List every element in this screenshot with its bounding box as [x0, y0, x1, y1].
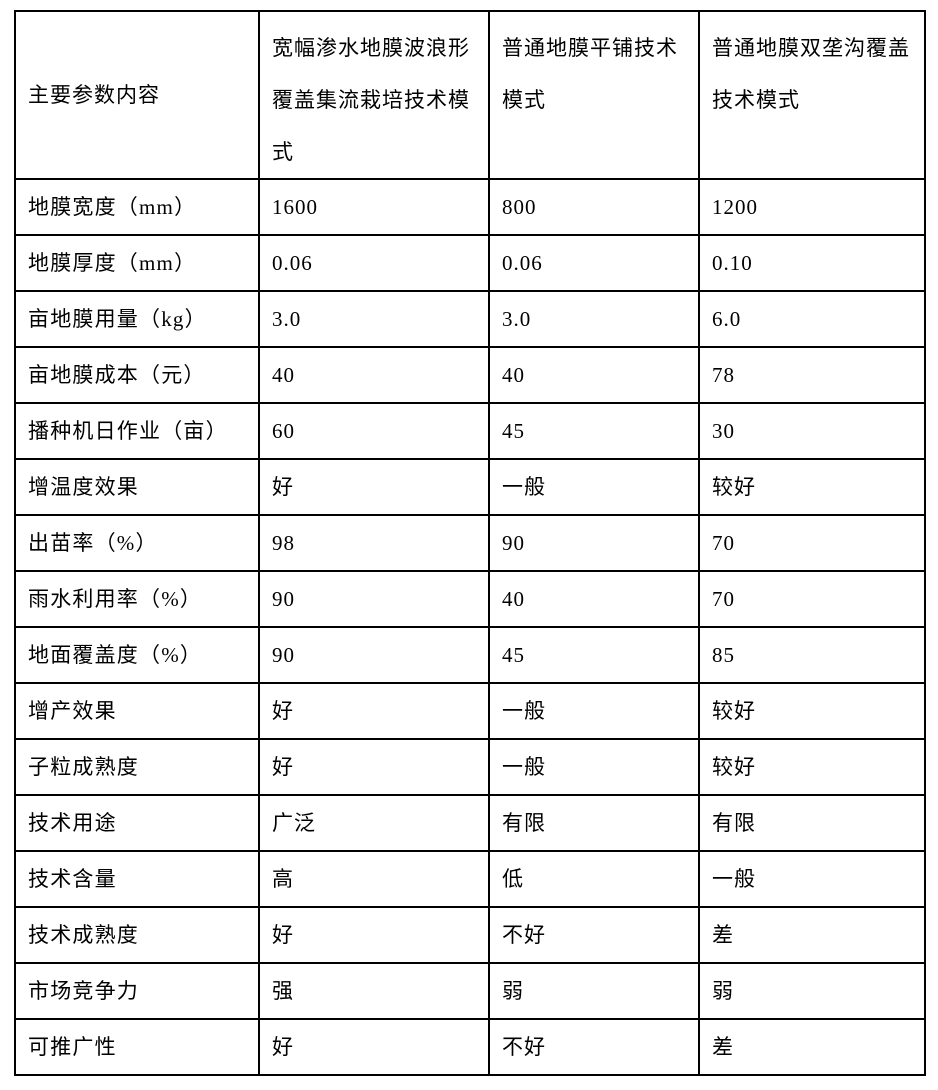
- param-cell: 可推广性: [15, 1019, 259, 1075]
- param-cell: 播种机日作业（亩）: [15, 403, 259, 459]
- value-cell: 40: [259, 347, 489, 403]
- value-cell: 40: [489, 571, 699, 627]
- param-cell: 出苗率（%）: [15, 515, 259, 571]
- value-cell: 不好: [489, 1019, 699, 1075]
- param-cell: 地膜宽度（mm）: [15, 179, 259, 235]
- table-row: 可推广性好不好差: [15, 1019, 925, 1075]
- value-cell: 一般: [489, 459, 699, 515]
- value-cell: 较好: [699, 739, 925, 795]
- param-cell: 子粒成熟度: [15, 739, 259, 795]
- param-cell: 增温度效果: [15, 459, 259, 515]
- value-cell: 一般: [489, 683, 699, 739]
- table-row: 市场竞争力强弱弱: [15, 963, 925, 1019]
- table-row: 子粒成熟度好一般较好: [15, 739, 925, 795]
- value-cell: 45: [489, 403, 699, 459]
- value-cell: 高: [259, 851, 489, 907]
- value-cell: 一般: [489, 739, 699, 795]
- value-cell: 较好: [699, 683, 925, 739]
- value-cell: 0.06: [489, 235, 699, 291]
- value-cell: 弱: [699, 963, 925, 1019]
- col-header-mode-2: 普通地膜平铺技术模式: [489, 11, 699, 179]
- value-cell: 有限: [489, 795, 699, 851]
- param-cell: 技术成熟度: [15, 907, 259, 963]
- value-cell: 45: [489, 627, 699, 683]
- table-row: 技术含量高低一般: [15, 851, 925, 907]
- value-cell: 一般: [699, 851, 925, 907]
- value-cell: 好: [259, 907, 489, 963]
- value-cell: 好: [259, 459, 489, 515]
- table-row: 亩地膜成本（元）404078: [15, 347, 925, 403]
- col-header-mode-3: 普通地膜双垄沟覆盖技术模式: [699, 11, 925, 179]
- param-cell: 地膜厚度（mm）: [15, 235, 259, 291]
- value-cell: 强: [259, 963, 489, 1019]
- table-row: 出苗率（%）989070: [15, 515, 925, 571]
- table-row: 增产效果好一般较好: [15, 683, 925, 739]
- value-cell: 弱: [489, 963, 699, 1019]
- param-cell: 技术用途: [15, 795, 259, 851]
- param-cell: 市场竞争力: [15, 963, 259, 1019]
- param-cell: 亩地膜用量（kg）: [15, 291, 259, 347]
- value-cell: 800: [489, 179, 699, 235]
- value-cell: 90: [259, 627, 489, 683]
- param-cell: 雨水利用率（%）: [15, 571, 259, 627]
- value-cell: 3.0: [489, 291, 699, 347]
- value-cell: 98: [259, 515, 489, 571]
- value-cell: 不好: [489, 907, 699, 963]
- page: 主要参数内容 宽幅渗水地膜波浪形覆盖集流栽培技术模式 普通地膜平铺技术模式 普通…: [0, 0, 938, 1090]
- value-cell: 70: [699, 515, 925, 571]
- value-cell: 78: [699, 347, 925, 403]
- value-cell: 低: [489, 851, 699, 907]
- table-row: 播种机日作业（亩）604530: [15, 403, 925, 459]
- value-cell: 较好: [699, 459, 925, 515]
- param-cell: 增产效果: [15, 683, 259, 739]
- table-row: 技术成熟度好不好差: [15, 907, 925, 963]
- value-cell: 广泛: [259, 795, 489, 851]
- value-cell: 0.06: [259, 235, 489, 291]
- value-cell: 60: [259, 403, 489, 459]
- col-header-mode-1: 宽幅渗水地膜波浪形覆盖集流栽培技术模式: [259, 11, 489, 179]
- param-cell: 亩地膜成本（元）: [15, 347, 259, 403]
- value-cell: 好: [259, 683, 489, 739]
- value-cell: 90: [259, 571, 489, 627]
- comparison-table: 主要参数内容 宽幅渗水地膜波浪形覆盖集流栽培技术模式 普通地膜平铺技术模式 普通…: [14, 10, 926, 1076]
- table-body: 地膜宽度（mm）16008001200地膜厚度（mm）0.060.060.10亩…: [15, 179, 925, 1075]
- value-cell: 40: [489, 347, 699, 403]
- table-row: 雨水利用率（%）904070: [15, 571, 925, 627]
- value-cell: 差: [699, 1019, 925, 1075]
- value-cell: 30: [699, 403, 925, 459]
- value-cell: 85: [699, 627, 925, 683]
- header-row: 主要参数内容 宽幅渗水地膜波浪形覆盖集流栽培技术模式 普通地膜平铺技术模式 普通…: [15, 11, 925, 179]
- value-cell: 70: [699, 571, 925, 627]
- value-cell: 差: [699, 907, 925, 963]
- value-cell: 好: [259, 1019, 489, 1075]
- param-cell: 地面覆盖度（%）: [15, 627, 259, 683]
- value-cell: 0.10: [699, 235, 925, 291]
- value-cell: 有限: [699, 795, 925, 851]
- value-cell: 6.0: [699, 291, 925, 347]
- table-row: 增温度效果好一般较好: [15, 459, 925, 515]
- value-cell: 好: [259, 739, 489, 795]
- table-header: 主要参数内容 宽幅渗水地膜波浪形覆盖集流栽培技术模式 普通地膜平铺技术模式 普通…: [15, 11, 925, 179]
- param-cell: 技术含量: [15, 851, 259, 907]
- value-cell: 1600: [259, 179, 489, 235]
- col-header-param: 主要参数内容: [15, 11, 259, 179]
- table-row: 亩地膜用量（kg）3.03.06.0: [15, 291, 925, 347]
- value-cell: 90: [489, 515, 699, 571]
- table-row: 地面覆盖度（%）904585: [15, 627, 925, 683]
- table-row: 地膜厚度（mm）0.060.060.10: [15, 235, 925, 291]
- table-row: 地膜宽度（mm）16008001200: [15, 179, 925, 235]
- table-row: 技术用途广泛有限有限: [15, 795, 925, 851]
- value-cell: 1200: [699, 179, 925, 235]
- value-cell: 3.0: [259, 291, 489, 347]
